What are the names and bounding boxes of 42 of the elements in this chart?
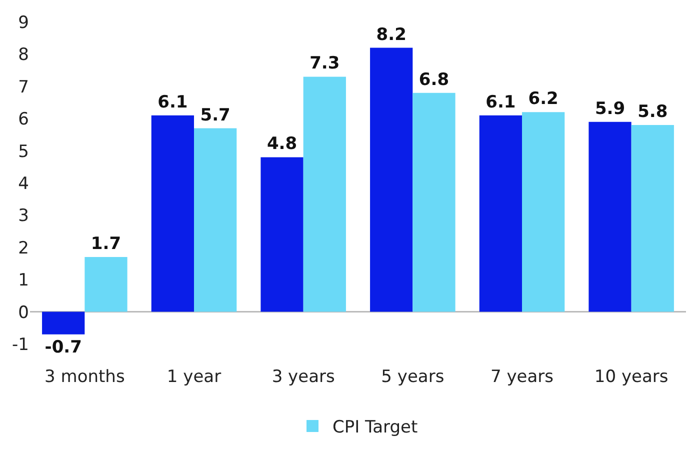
x-tick-label: 10 years [594,367,668,387]
x-tick-label: 3 years [272,367,335,387]
data-label: 5.7 [200,105,230,126]
data-label: 5.8 [638,102,668,122]
bar [303,76,346,312]
y-tick-label: 1 [18,270,29,291]
y-tick-label: 9 [18,12,29,33]
y-tick-label: 5 [18,142,29,162]
data-label: 6.1 [486,92,516,112]
x-tick-label: 3 months [44,367,125,387]
data-label: 4.8 [266,134,298,154]
y-tick-label: 6 [18,110,29,130]
bar [260,157,304,312]
bar [631,125,674,312]
x-tick-label: 7 years [490,367,554,387]
y-tick-label: 4 [18,174,29,194]
x-tick-label: 5 years [381,367,444,387]
bar [370,48,413,312]
bar [84,257,128,312]
x-tick-label: 1 year [166,367,222,387]
bar [194,128,237,312]
y-tick-label: 8 [18,45,29,66]
data-label: -0.7 [44,337,82,358]
y-tick-label: 0 [18,302,29,323]
data-label: 5.9 [594,98,626,119]
data-label: 8.2 [376,24,406,45]
bar [479,115,522,312]
data-label: 7.3 [310,54,340,74]
y-tick-label: 2 [18,238,29,258]
bar [42,312,85,334]
data-label: 6.2 [528,89,558,110]
y-tick-label: -1 [12,334,29,355]
y-tick-label: 7 [18,77,29,98]
data-label: 6.8 [418,70,450,90]
data-label: 1.7 [90,234,122,254]
legend-label: CPI Target [332,418,418,438]
bar [588,122,632,312]
bar [412,92,456,312]
data-label: 6.1 [158,92,188,112]
bar [151,115,194,312]
y-tick-label: 3 [18,206,29,226]
bar [522,112,565,312]
